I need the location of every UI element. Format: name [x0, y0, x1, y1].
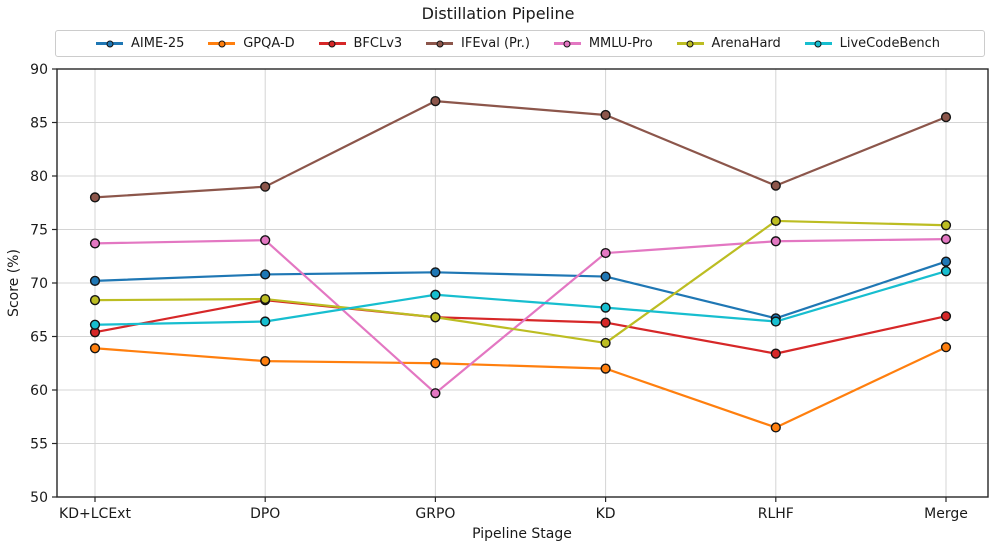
legend-label: MMLU-Pro — [588, 36, 653, 51]
legend-line-icon — [553, 40, 581, 47]
svg-text:65: 65 — [30, 330, 48, 346]
legend-item-bfclv3: BFCLv3 — [318, 36, 403, 51]
svg-text:85: 85 — [30, 116, 48, 132]
data-point — [940, 220, 952, 231]
x-axis-label: Pipeline Stage — [472, 526, 572, 542]
data-point — [770, 236, 781, 247]
data-point — [89, 275, 101, 286]
svg-text:KD: KD — [596, 506, 616, 522]
chart-title: Distillation Pipeline — [421, 4, 575, 23]
legend-item-arenahard: ArenaHard — [676, 36, 781, 51]
data-point — [430, 289, 441, 300]
legend-marker-icon — [814, 40, 822, 47]
svg-text:GRPO: GRPO — [415, 506, 455, 522]
svg-text:75: 75 — [30, 223, 48, 239]
series-livecodebench — [89, 266, 952, 330]
data-point — [770, 348, 781, 359]
svg-text:55: 55 — [30, 437, 48, 453]
legend-marker-icon — [436, 40, 444, 47]
legend-label: GPQA-D — [243, 36, 295, 51]
y-axis-label: Score (%) — [6, 249, 22, 317]
svg-text:60: 60 — [30, 383, 48, 399]
series-ifeval-pr- — [89, 95, 952, 203]
data-point — [600, 317, 611, 328]
legend-marker-icon — [218, 40, 226, 47]
legend-marker-icon — [106, 40, 113, 47]
legend: AIME-25 GPQA-D BFCLv3 IFEval (Pr.) MMLU-… — [55, 30, 985, 57]
data-point — [430, 312, 441, 323]
svg-text:50: 50 — [30, 490, 48, 506]
legend-marker-icon — [686, 40, 694, 47]
svg-text:DPO: DPO — [250, 506, 280, 522]
series-gpqa-d — [89, 342, 952, 433]
data-point — [89, 319, 101, 330]
data-point — [89, 192, 101, 203]
tick-marks — [52, 68, 947, 502]
data-point — [600, 337, 611, 349]
legend-item-mmlu-pro: MMLU-Pro — [553, 36, 653, 51]
data-point — [600, 302, 611, 313]
data-point — [260, 293, 271, 305]
legend-line-icon — [676, 40, 704, 47]
series-bfclv3 — [89, 295, 952, 359]
data-point — [940, 311, 952, 322]
data-point — [770, 316, 781, 327]
series-arenahard — [89, 215, 952, 349]
x-tick-labels: KD+LCExt DPO GRPO KD RLHF Merge — [59, 506, 968, 522]
data-point — [430, 95, 441, 107]
y-tick-labels: 90 85 80 75 70 65 60 55 50 — [30, 62, 48, 506]
data-point — [940, 112, 952, 123]
legend-label: BFCLv3 — [353, 36, 403, 51]
legend-item-aime-25: AIME-25 — [96, 36, 184, 51]
svg-text:90: 90 — [30, 62, 48, 78]
legend-line-icon — [426, 40, 454, 47]
legend-line-icon — [96, 40, 123, 47]
data-point — [89, 295, 101, 306]
data-point — [600, 109, 611, 121]
legend-marker-icon — [328, 40, 336, 47]
data-point — [940, 256, 952, 267]
legend-item-livecodebench: LiveCodeBench — [804, 36, 940, 51]
data-point — [260, 316, 271, 327]
legend-line-icon — [208, 40, 236, 47]
data-point — [600, 271, 611, 282]
data-point — [89, 238, 101, 249]
data-point — [770, 422, 781, 433]
data-point — [430, 358, 441, 369]
data-point — [940, 266, 952, 277]
legend-label: IFEval (Pr.) — [461, 36, 530, 51]
svg-text:70: 70 — [30, 276, 48, 292]
data-point — [430, 267, 441, 278]
data-point — [260, 356, 271, 367]
data-point — [940, 342, 952, 353]
svg-text:80: 80 — [30, 169, 48, 185]
data-point — [940, 234, 952, 245]
data-point — [89, 343, 101, 354]
data-point — [260, 269, 271, 280]
data-point — [600, 363, 611, 374]
data-point — [430, 388, 441, 399]
legend-label: AIME-25 — [131, 36, 185, 51]
series-mmlu-pro — [89, 234, 952, 399]
data-point — [260, 181, 271, 192]
legend-label: ArenaHard — [711, 36, 781, 51]
series-aime-25 — [89, 256, 952, 324]
data-point — [260, 235, 271, 246]
data-point — [600, 247, 611, 259]
legend-marker-icon — [563, 40, 571, 47]
legend-item-ifeval: IFEval (Pr.) — [426, 36, 530, 51]
data-point — [770, 180, 781, 191]
legend-item-gpqa-d: GPQA-D — [208, 36, 295, 51]
legend-line-icon — [318, 40, 346, 47]
svg-text:KD+LCExt: KD+LCExt — [59, 506, 131, 522]
gridlines — [57, 68, 988, 498]
legend-label: LiveCodeBench — [839, 36, 940, 51]
legend-line-icon — [804, 40, 832, 47]
svg-text:RLHF: RLHF — [758, 506, 794, 522]
svg-text:Merge: Merge — [924, 506, 968, 522]
data-point — [770, 215, 781, 227]
